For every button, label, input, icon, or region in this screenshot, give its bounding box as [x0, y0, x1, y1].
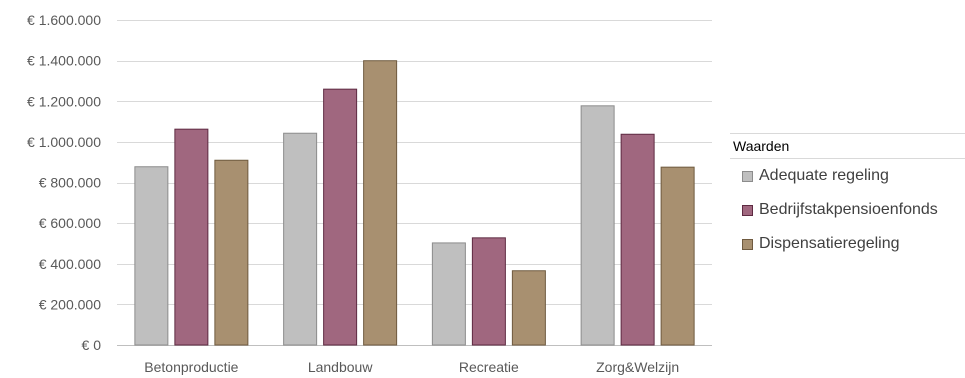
y-tick-label: € 1.600.000 — [27, 12, 101, 28]
legend-label-adequate: Adequate regeling — [759, 167, 889, 184]
y-tick-label: € 1.400.000 — [27, 53, 101, 69]
y-tick-label: € 0 — [82, 337, 102, 353]
y-axis-tick-labels: € 0 € 200.000 € 400.000 € 600.000 € 800.000 €… — [27, 12, 101, 353]
bar-1-2 — [363, 60, 398, 346]
legend-swatch-bedrijfstak — [742, 204, 753, 216]
y-tick-label: € 200.000 — [39, 296, 101, 312]
legend-swatch-adequate — [742, 170, 753, 182]
bar-3-1 — [620, 133, 655, 346]
bar-1-0 — [283, 132, 318, 346]
y-tick-label: € 1.000.000 — [27, 134, 101, 150]
bar-0-1 — [174, 128, 209, 346]
x-category-label: Recreatie — [459, 359, 519, 375]
chart-legend: Waarden Adequate regeling Bedrijfstakpen… — [730, 133, 965, 261]
x-category-label: Zorg&Welzijn — [596, 359, 679, 375]
legend-item-adequate: Adequate regeling — [730, 159, 965, 193]
bar-3-2 — [660, 166, 695, 346]
y-tick-label: € 600.000 — [39, 215, 101, 231]
bar-3-0 — [580, 105, 615, 346]
x-axis-category-labels: Betonproductie Landbouw Recreatie Zorg&Welz… — [144, 359, 679, 375]
bar-2-1 — [471, 237, 506, 346]
legend-swatch-dispensatie — [742, 238, 753, 250]
x-category-label: Landbouw — [308, 359, 374, 375]
bar-1-1 — [323, 88, 358, 346]
bar-0-0 — [134, 166, 169, 346]
legend-label-dispensatie: Dispensatieregeling — [759, 235, 900, 252]
bars — [134, 60, 695, 346]
bar-2-2 — [511, 270, 546, 346]
legend-title: Waarden — [730, 133, 965, 159]
bar-2-0 — [431, 242, 466, 346]
legend-label-bedrijfstak: Bedrijfstakpensioenfonds — [759, 201, 938, 218]
x-category-label: Betonproductie — [144, 359, 238, 375]
legend-item-bedrijfstak: Bedrijfstakpensioenfonds — [730, 193, 965, 227]
y-tick-label: € 800.000 — [39, 175, 101, 191]
y-tick-label: € 400.000 — [39, 256, 101, 272]
y-tick-label: € 1.200.000 — [27, 93, 101, 109]
legend-item-dispensatie: Dispensatieregeling — [730, 227, 965, 261]
bar-0-2 — [214, 159, 249, 346]
